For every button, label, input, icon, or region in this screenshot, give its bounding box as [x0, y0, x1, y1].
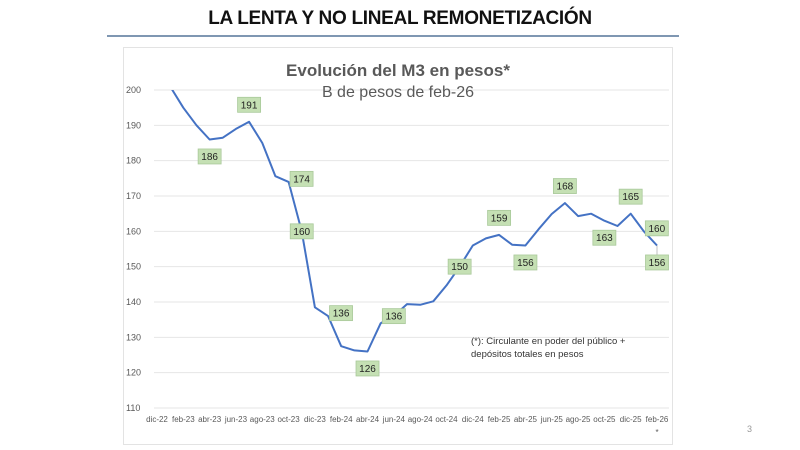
data-label: 136 [381, 308, 406, 325]
y-tick-label: 180 [126, 156, 141, 166]
slide-title: LA LENTA Y NO LINEAL REMONETIZACIÓN [208, 8, 592, 29]
y-tick-label: 110 [126, 403, 140, 413]
x-tick-label: dic-25 [620, 415, 642, 424]
y-tick-label: 130 [126, 332, 141, 342]
data-label: 168 [552, 178, 577, 194]
x-tick-label: oct-25 [593, 415, 616, 424]
x-tick-label: dic-23 [304, 415, 326, 424]
chart-title: Evolución del M3 en pesos* [286, 61, 510, 80]
y-tick-label: 190 [126, 120, 141, 130]
x-tick-label: abr-25 [514, 415, 538, 424]
data-label-text: 136 [385, 312, 402, 323]
x-tick-label: abr-24 [356, 415, 380, 424]
x-tick-label: feb-23 [172, 415, 195, 424]
data-label: 160 [289, 223, 314, 240]
y-tick-label: 160 [126, 226, 141, 236]
data-label: 156 [645, 245, 669, 271]
series-line-m3 [171, 90, 658, 353]
m3-line-chart: Evolución del M3 en pesos* 1101201301401… [126, 61, 669, 437]
y-tick-label: 120 [126, 368, 141, 378]
data-label: 174 [289, 170, 314, 187]
x-tick-label: dic-22 [146, 415, 168, 424]
x-tick-label: oct-24 [435, 415, 458, 424]
data-label-text: 160 [293, 227, 310, 238]
data-label-box [645, 254, 669, 271]
data-label: 136 [329, 305, 353, 322]
x-tick-label: jun-24 [382, 415, 406, 424]
x-tick-label: feb-24 [330, 415, 353, 424]
data-label-text: 156 [649, 258, 666, 269]
data-label-text: 160 [648, 224, 665, 235]
chart-subtitle: B de pesos de feb-26 [322, 84, 474, 101]
y-tick-label: 200 [126, 85, 141, 95]
data-label-box [197, 148, 222, 165]
data-label: 165 [618, 188, 643, 205]
data-label-text: 150 [451, 262, 468, 273]
title-divider [107, 35, 679, 37]
x-tick-label: ago-25 [566, 415, 591, 424]
x-tick-label: ago-23 [250, 415, 275, 424]
chart-frame: Evolución del M3 en pesos* 110 120 130 140 1… [123, 47, 673, 445]
data-label-box [644, 220, 669, 237]
data-label-box [381, 308, 406, 325]
x-tick-label: oct-23 [277, 415, 300, 424]
data-label-box [592, 229, 617, 246]
data-label-text: 159 [491, 213, 508, 224]
data-label-box [355, 360, 380, 377]
data-label-box [329, 305, 353, 322]
annotation-line-1: (*): Circulante en poder del público + [471, 336, 626, 347]
data-label: 163 [592, 229, 617, 246]
x-tick-label: abr-23 [198, 415, 222, 424]
page-number: 3 [747, 424, 753, 434]
data-label-text: 168 [557, 182, 574, 193]
data-label: 160 [644, 220, 669, 237]
data-label-text: 165 [622, 192, 639, 203]
x-tick-label: ago-24 [408, 415, 433, 424]
data-label-text: 136 [333, 309, 350, 320]
data-label-box [447, 258, 472, 275]
data-label-box [618, 188, 643, 205]
x-tick-label: dic-24 [462, 415, 484, 424]
x-tick-footnote-marker: * [655, 428, 658, 437]
data-label-box [289, 170, 314, 187]
y-axis-ticks: 110 120 130 140 150 160 170 180 190 200 [126, 85, 141, 413]
y-tick-label: 140 [126, 297, 141, 307]
grid-lines [154, 89, 669, 409]
x-tick-label: feb-25 [488, 415, 511, 424]
data-label-box [487, 209, 512, 226]
data-label-box [289, 223, 314, 240]
data-label: 159 [487, 209, 512, 226]
x-tick-label: feb-26 [646, 415, 669, 424]
series-group [171, 90, 658, 353]
data-label: 126 [355, 360, 380, 377]
data-label-text: 191 [241, 100, 258, 111]
data-label-text: 174 [293, 174, 310, 185]
data-label: 191 [237, 96, 262, 113]
data-label-box [513, 254, 538, 271]
data-label: 186 [197, 148, 222, 165]
data-label: 150 [447, 258, 472, 275]
x-tick-label: jun-23 [224, 415, 248, 424]
data-label-box [552, 178, 577, 194]
x-axis-ticks: dic-22 feb-23 abr-23 jun-23 ago-23 oct-23 dic-… [146, 415, 669, 437]
x-tick-label: jun-25 [540, 415, 564, 424]
data-label-text: 163 [596, 233, 613, 244]
y-tick-label: 150 [126, 262, 141, 272]
data-label-box [237, 96, 262, 113]
annotation-line-2: depósitos totales en pesos [471, 349, 584, 360]
data-label-text: 156 [517, 258, 534, 269]
data-label-text: 126 [359, 364, 376, 375]
data-label-text: 186 [201, 152, 218, 163]
data-label: 156 [513, 254, 538, 271]
y-tick-label: 170 [126, 191, 141, 201]
data-labels-group: 186 191 174 160 136 126 136 150 159 156 168 163 165 1… [197, 96, 669, 377]
